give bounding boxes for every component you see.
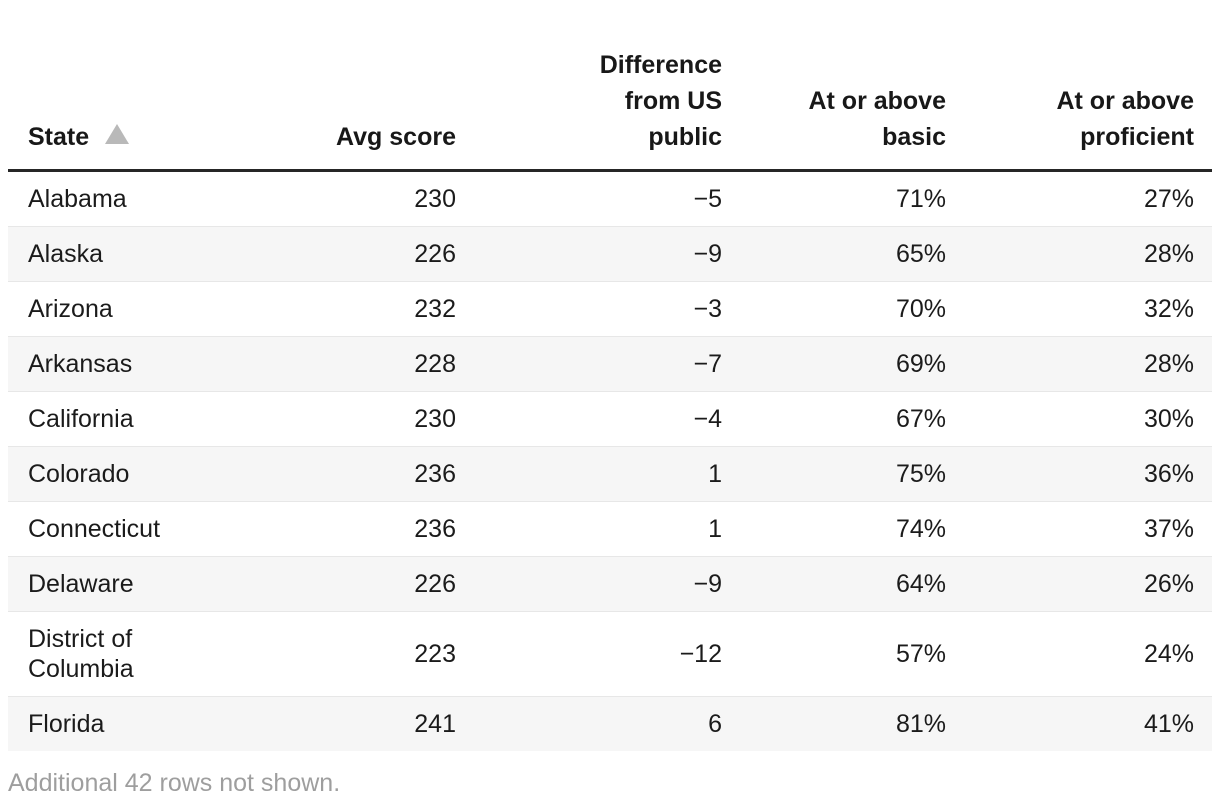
header-row: State Avg score Difference from US publi…	[8, 0, 1212, 172]
cell-state: Colorado	[8, 445, 280, 501]
cell-diff-us-public: −12	[474, 610, 740, 696]
cell-avg-score: 223	[280, 610, 474, 696]
cell-at-or-above-proficient: 30%	[964, 390, 1212, 446]
table-body: Alabama 230 −5 71% 27% Alaska 226 −9 65%…	[8, 170, 1212, 751]
cell-at-or-above-proficient: 41%	[964, 695, 1212, 751]
cell-avg-score: 241	[280, 695, 474, 751]
cell-at-or-above-proficient: 28%	[964, 225, 1212, 281]
table-row: District of Columbia 223 −12 57% 24%	[8, 610, 1212, 696]
cell-diff-us-public: −3	[474, 280, 740, 336]
cell-at-or-above-basic: 69%	[740, 335, 964, 391]
cell-state: Arkansas	[8, 335, 280, 391]
column-header-at-or-above-basic-label: At or above basic	[808, 86, 946, 151]
column-header-avg-score[interactable]: Avg score	[280, 0, 474, 172]
sort-ascending-icon	[105, 123, 130, 144]
cell-diff-us-public: −4	[474, 390, 740, 446]
cell-avg-score: 230	[280, 390, 474, 446]
cell-avg-score: 232	[280, 280, 474, 336]
cell-avg-score: 230	[414, 184, 456, 213]
cell-diff-us-public: −9	[474, 225, 740, 281]
column-header-state-label: State	[28, 122, 90, 151]
table-row: Arkansas 228 −7 69% 28%	[8, 335, 1212, 391]
cell-at-or-above-basic: 81%	[740, 695, 964, 751]
cell-at-or-above-basic: 71%	[895, 184, 946, 213]
cell-state: California	[8, 390, 280, 446]
cell-at-or-above-basic: 57%	[740, 610, 964, 696]
column-header-state[interactable]: State	[8, 0, 280, 172]
cell-at-or-above-basic: 74%	[740, 500, 964, 556]
rows-not-shown-note: Additional 42 rows not shown.	[8, 768, 341, 797]
column-header-diff-us-public-label: Difference from US public	[599, 50, 722, 151]
cell-state: Alaska	[8, 225, 280, 281]
cell-state: Connecticut	[8, 500, 280, 556]
cell-at-or-above-basic: 75%	[740, 445, 964, 501]
cell-avg-score: 228	[280, 335, 474, 391]
cell-avg-score: 226	[280, 225, 474, 281]
cell-avg-score: 236	[280, 445, 474, 501]
cell-diff-us-public: −5	[693, 184, 722, 213]
table-row: California 230 −4 67% 30%	[8, 390, 1212, 446]
cell-at-or-above-proficient: 37%	[964, 500, 1212, 556]
table-row: Alaska 226 −9 65% 28%	[8, 225, 1212, 281]
cell-at-or-above-basic: 64%	[740, 555, 964, 611]
table-row: Alabama 230 −5 71% 27%	[8, 170, 1212, 226]
cell-avg-score: 236	[280, 500, 474, 556]
cell-at-or-above-proficient: 32%	[964, 280, 1212, 336]
table-row: Arizona 232 −3 70% 32%	[8, 280, 1212, 336]
cell-diff-us-public: 1	[474, 500, 740, 556]
cell-diff-us-public: −9	[474, 555, 740, 611]
table-header: State Avg score Difference from US publi…	[8, 0, 1212, 172]
table-row: Florida 241 6 81% 41%	[8, 695, 1212, 751]
cell-state: District of Columbia	[8, 610, 280, 696]
cell-state: Arizona	[8, 280, 280, 336]
column-header-diff-us-public[interactable]: Difference from US public	[474, 0, 740, 172]
cell-diff-us-public: −7	[474, 335, 740, 391]
cell-at-or-above-proficient: 36%	[964, 445, 1212, 501]
cell-diff-us-public: 6	[474, 695, 740, 751]
table-row: Delaware 226 −9 64% 26%	[8, 555, 1212, 611]
column-header-at-or-above-basic[interactable]: At or above basic	[740, 0, 964, 172]
cell-at-or-above-proficient: 24%	[964, 610, 1212, 696]
cell-state: Alabama	[28, 184, 127, 213]
cell-avg-score: 226	[280, 555, 474, 611]
column-header-at-or-above-proficient[interactable]: At or above proficient	[964, 0, 1212, 172]
table-row: Connecticut 236 1 74% 37%	[8, 500, 1212, 556]
cell-at-or-above-basic: 70%	[740, 280, 964, 336]
cell-at-or-above-basic: 65%	[740, 225, 964, 281]
cell-at-or-above-proficient: 27%	[1143, 184, 1194, 213]
cell-at-or-above-proficient: 28%	[964, 335, 1212, 391]
cell-at-or-above-proficient: 26%	[964, 555, 1212, 611]
cell-state: Delaware	[8, 555, 280, 611]
cell-state: Florida	[8, 695, 280, 751]
table-row: Colorado 236 1 75% 36%	[8, 445, 1212, 501]
cell-at-or-above-basic: 67%	[740, 390, 964, 446]
column-header-at-or-above-proficient-label: At or above proficient	[1056, 86, 1194, 151]
cell-diff-us-public: 1	[474, 445, 740, 501]
column-header-avg-score-label: Avg score	[336, 122, 456, 151]
state-scores-table: State Avg score Difference from US publi…	[8, 0, 1212, 751]
